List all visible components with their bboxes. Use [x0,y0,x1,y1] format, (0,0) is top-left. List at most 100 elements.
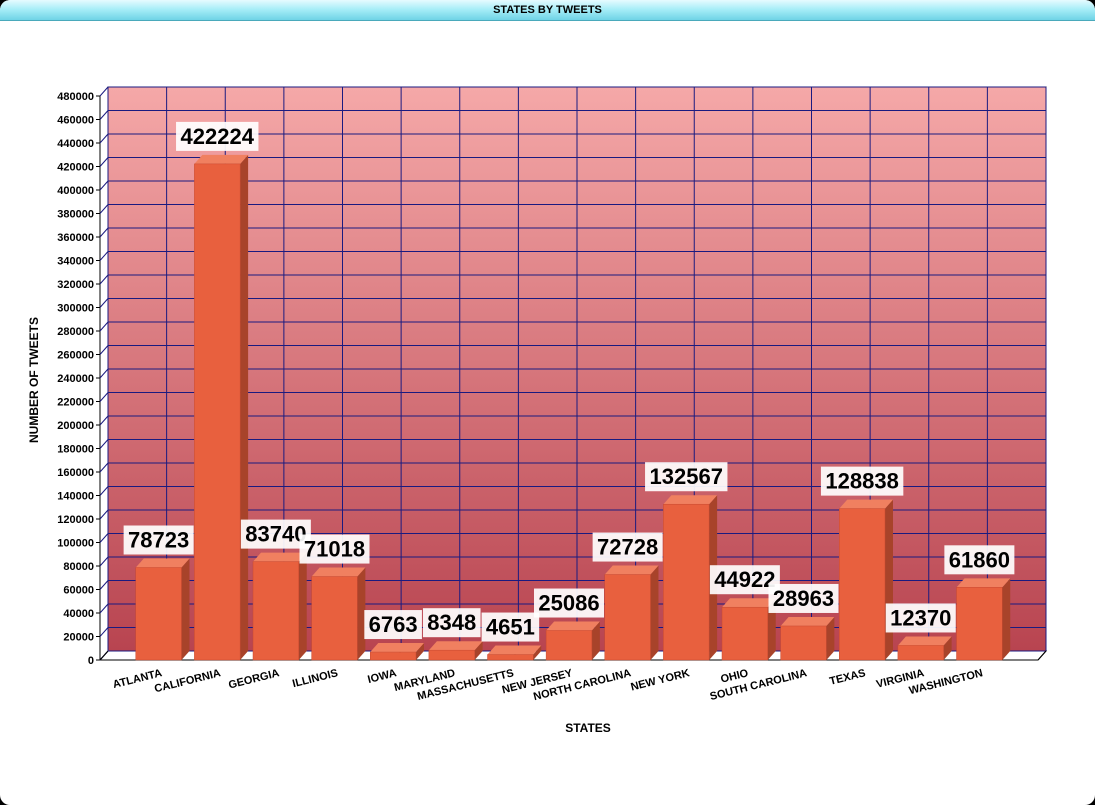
bar-top [253,552,307,562]
bar-top [546,621,600,631]
gridline-side [99,321,109,332]
bar-side [826,616,835,660]
bar[interactable] [604,574,651,661]
bar-side [240,154,249,661]
gridline-side [99,627,109,637]
floor-divider [99,650,109,661]
bar[interactable] [956,587,1003,661]
bar[interactable] [897,645,944,661]
bar[interactable] [370,651,417,661]
data-label: 71018 [304,537,365,562]
bar-top [956,578,1011,588]
x-tick-label: NEW YORK [630,667,691,693]
data-label: 12370 [890,605,951,630]
y-tick-label: 440000 [57,138,94,150]
y-tick-label: 400000 [57,185,94,197]
gridline-side [99,227,109,238]
y-tick-label: 420000 [57,162,94,174]
gridline-side [99,439,109,449]
gridline-side [99,274,109,285]
y-tick-label: 100000 [57,538,94,550]
bar-side [474,641,483,660]
gridline-side [99,415,109,426]
data-label-box [885,603,956,633]
data-label-box [240,519,311,549]
y-tick-label: 180000 [57,444,94,456]
bar[interactable] [252,561,299,661]
x-tick-label: CALIFORNIA [153,667,222,695]
bar[interactable] [135,567,182,661]
gridline-side [99,392,109,402]
gridline-side [99,556,109,567]
gridline-side [99,251,109,261]
y-tick-label: 140000 [57,491,94,503]
bar[interactable] [839,508,886,661]
bar[interactable] [194,163,241,661]
data-label: 25086 [538,591,599,616]
gridline-side [99,204,109,214]
bar[interactable] [311,576,358,661]
bar[interactable] [663,503,710,661]
data-label-box [534,588,604,618]
data-label-box [123,525,194,555]
bar-top [839,499,893,509]
bar-top [370,643,424,653]
bar[interactable] [428,649,475,661]
x-tick-label: ILLINOIS [291,667,339,690]
bar-side [533,645,542,660]
y-tick-label: 480000 [57,91,94,103]
data-label: 132567 [650,464,723,489]
x-tick-label: GEORGIA [227,667,280,691]
bar-top [722,598,776,608]
y-tick-label: 160000 [57,467,94,479]
data-label: 83740 [245,522,306,547]
bar[interactable] [721,606,768,661]
gridline-side [99,110,109,120]
data-label: 128838 [825,469,898,494]
data-label: 422224 [181,124,255,149]
x-tick-label: TEXAS [828,667,867,688]
data-label-box [299,534,370,564]
y-tick-label: 380000 [57,209,94,221]
data-label-box [709,565,780,595]
data-label-box [364,610,422,640]
y-tick-label: 20000 [63,632,94,644]
y-tick-label: 280000 [57,326,94,338]
y-tick-label: 60000 [63,585,94,597]
y-tick-label: 220000 [57,397,94,409]
gridline-side [99,368,109,379]
data-label: 61860 [949,547,1010,572]
bar[interactable] [545,630,593,661]
y-tick-label: 120000 [57,514,94,526]
bar-top [428,641,483,651]
y-tick-label: 0 [88,655,94,667]
gridline-side [99,603,109,614]
bar-top [487,645,542,655]
bar-top [135,558,190,568]
bar-side [943,636,952,660]
y-tick-label: 320000 [57,279,94,291]
data-label-box [422,608,481,638]
bar[interactable] [487,654,534,661]
y-tick-label: 80000 [63,561,94,573]
gridline-side [99,462,109,473]
y-tick-label: 200000 [57,420,94,432]
gridline-side [99,298,109,308]
data-label-box [645,462,728,492]
data-label-box [944,545,1015,575]
bar-top [311,567,366,577]
y-tick-label: 40000 [63,608,94,620]
data-label-box [592,532,663,562]
data-label: 28963 [773,586,834,611]
data-label-box [820,466,904,496]
chart-title: STATES BY TWEETS [0,0,1095,21]
gridline-side [99,157,109,167]
bar[interactable] [780,625,827,661]
bar-side [767,598,776,660]
data-label: 78723 [128,528,189,553]
y-tick-label: 260000 [57,350,94,362]
bar-side [298,552,307,660]
y-tick-label: 460000 [57,115,94,127]
